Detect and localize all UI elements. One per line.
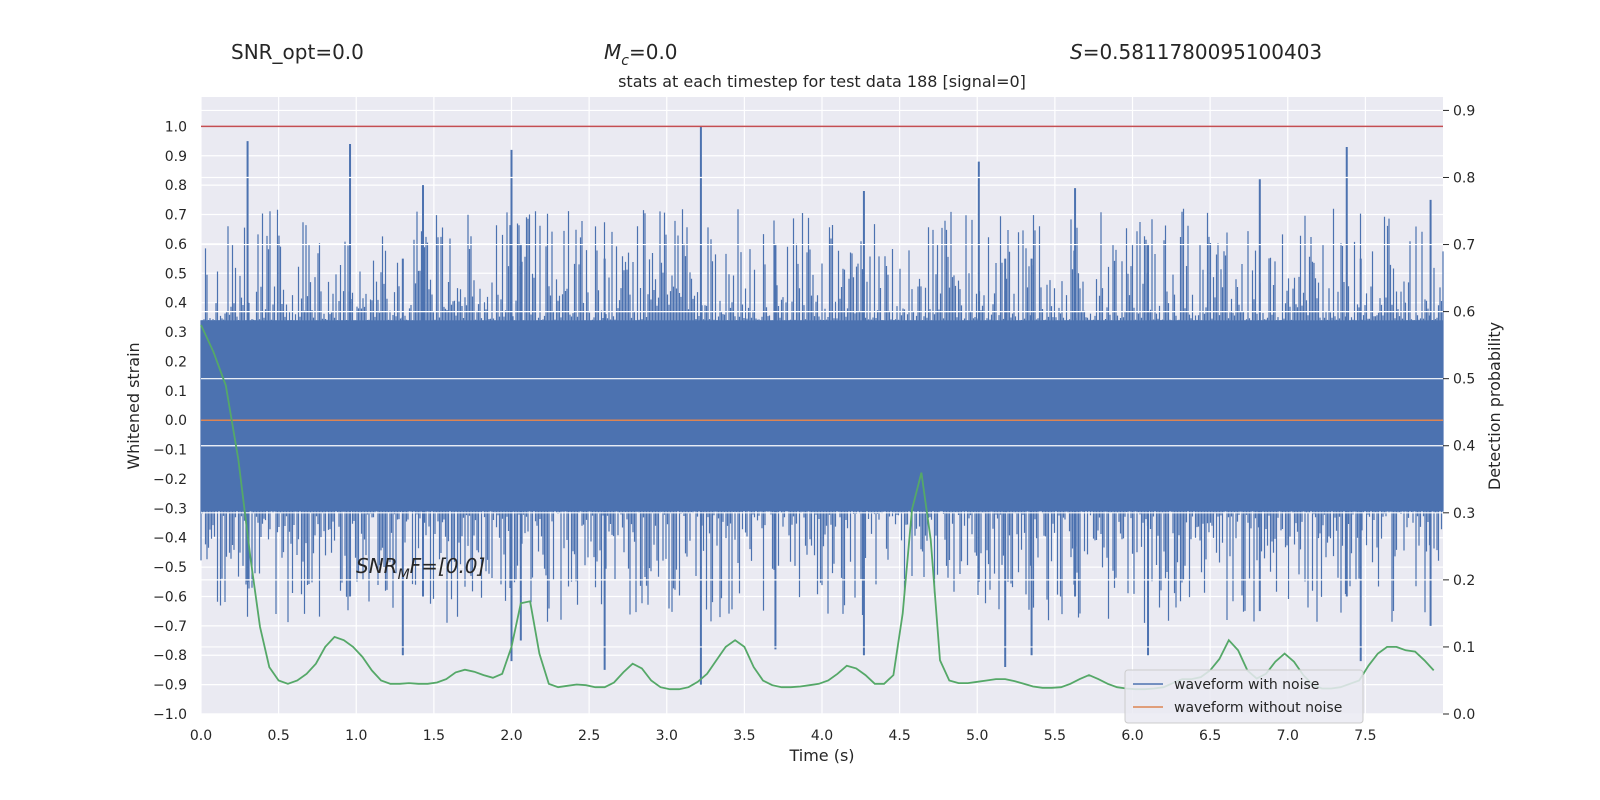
x-tick-label: 4.5 xyxy=(888,728,910,744)
x-tick-label: 3.5 xyxy=(733,728,755,744)
legend-label-noise: waveform with noise xyxy=(1174,677,1319,693)
x-tick-labels: 0.0 0.5 1.0 1.5 2.0 2.5 3.0 3.5 4.0 4.5 5.0 5.5 6.0 6… xyxy=(190,728,1377,744)
y-right-tick-label: 0.1 xyxy=(1453,640,1475,656)
y-right-tick-label: 0.7 xyxy=(1453,238,1475,254)
y-right-tick-label: 0.8 xyxy=(1453,170,1475,186)
y-left-tick-label: 0.1 xyxy=(165,384,187,400)
chirp-mass-subscript: c xyxy=(621,53,629,69)
y-right-tick-label: 0.0 xyxy=(1453,707,1475,723)
y-right-tick-label: 0.9 xyxy=(1453,103,1475,119)
y-left-tick-label: −0.8 xyxy=(153,648,187,664)
y-left-tick-label: 0.0 xyxy=(165,413,187,429)
x-tick-label: 1.5 xyxy=(423,728,445,744)
x-tick-label: 7.0 xyxy=(1277,728,1299,744)
y-right-tick-label: 0.5 xyxy=(1453,372,1475,388)
y-left-tick-label: −0.6 xyxy=(153,589,187,605)
y-left-tick-label: −0.2 xyxy=(153,472,187,488)
snr-mf-annotation: SNRMF=[0.0] xyxy=(356,554,485,583)
lines xyxy=(200,125,1443,691)
y-left-tick-label: 1.0 xyxy=(165,119,187,135)
y-right-tick-label: 0.3 xyxy=(1453,506,1475,522)
s-statistic-symbol: S xyxy=(1070,40,1083,64)
detection-probability-line xyxy=(200,324,1435,691)
y-right-tick-labels: 0.9 0.8 0.7 0.6 0.5 0.4 0.3 0.2 0.1 0.0 xyxy=(1443,103,1475,723)
s-statistic-label: S=0.5811780095100403 xyxy=(1070,40,1322,64)
s-statistic-value: =0.5811780095100403 xyxy=(1083,40,1322,64)
x-tick-label: 7.5 xyxy=(1354,728,1376,744)
y-left-tick-label: 0.9 xyxy=(165,149,187,165)
chart-title: stats at each timestep for test data 188… xyxy=(618,72,1026,91)
x-tick-label: 4.0 xyxy=(811,728,833,744)
noise-waveform xyxy=(200,126,1444,685)
y-left-tick-label: 0.2 xyxy=(165,354,187,370)
y-left-tick-label: −1.0 xyxy=(153,707,187,723)
snr-mf-symbol: SNR xyxy=(356,554,398,578)
snr-mf-subscript: M xyxy=(398,567,410,583)
y-right-tick-label: 0.4 xyxy=(1453,439,1475,455)
chirp-mass-symbol: M xyxy=(604,40,621,64)
snr-mf-rest: F=[0.0] xyxy=(410,554,486,578)
y-right-axis-label: Detection probability xyxy=(1485,322,1504,490)
y-left-tick-labels: 1.0 0.9 0.8 0.7 0.6 0.5 0.4 0.3 0.2 0.1 0.0 −0.1 −0.… xyxy=(153,119,187,723)
y-left-tick-label: −0.4 xyxy=(153,531,187,547)
y-left-axis-label: Whitened strain xyxy=(124,342,143,469)
x-axis-label: Time (s) xyxy=(788,746,854,765)
y-left-tick-label: −0.9 xyxy=(153,678,187,694)
x-tick-label: 2.5 xyxy=(578,728,600,744)
y-right-tick-label: 0.6 xyxy=(1453,305,1475,321)
x-tick-label: 0.5 xyxy=(267,728,289,744)
y-left-tick-label: 0.3 xyxy=(165,325,187,341)
x-tick-label: 5.0 xyxy=(966,728,988,744)
y-left-tick-label: −0.1 xyxy=(153,443,187,459)
chirp-mass-value: =0.0 xyxy=(629,40,678,64)
x-tick-label: 3.0 xyxy=(656,728,678,744)
x-tick-label: 2.0 xyxy=(500,728,522,744)
snr-opt-label: SNR_opt=0.0 xyxy=(231,40,364,64)
y-left-tick-label: 0.8 xyxy=(165,178,187,194)
y-left-tick-label: 0.4 xyxy=(165,296,187,312)
legend: waveform with noise waveform without noi… xyxy=(1124,669,1364,724)
legend-label-clean: waveform without noise xyxy=(1174,700,1342,716)
x-tick-label: 6.5 xyxy=(1199,728,1221,744)
x-tick-label: 6.0 xyxy=(1121,728,1143,744)
y-left-tick-label: −0.5 xyxy=(153,560,187,576)
y-right-tick-label: 0.2 xyxy=(1453,573,1475,589)
y-left-tick-label: −0.3 xyxy=(153,501,187,517)
y-left-tick-label: 0.5 xyxy=(165,266,187,282)
legend-box xyxy=(1124,669,1364,724)
y-left-tick-label: −0.7 xyxy=(153,619,187,635)
noise-trace xyxy=(200,208,1444,623)
x-tick-label: 1.0 xyxy=(345,728,367,744)
x-tick-label: 0.0 xyxy=(190,728,212,744)
y-left-tick-label: 0.6 xyxy=(165,237,187,253)
x-tick-label: 5.5 xyxy=(1044,728,1066,744)
chirp-mass-label: Mc=0.0 xyxy=(604,40,678,69)
y-left-tick-label: 0.7 xyxy=(165,208,187,224)
